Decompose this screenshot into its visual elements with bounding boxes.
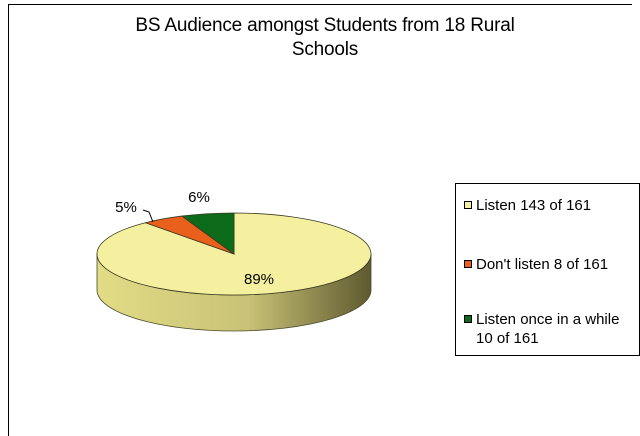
chart-frame	[8, 4, 632, 436]
data-label-listen: 89%	[244, 271, 274, 288]
legend-label-listen: Listen 143 of 161	[476, 197, 592, 214]
pie-labels: 89% 5% 6%	[115, 189, 274, 288]
legend-swatch-listen	[464, 201, 472, 209]
legend-swatch-once-in-a-while	[464, 315, 472, 323]
legend-label-once-in-a-while: Listen once in a while 10 of 161	[476, 311, 620, 347]
pie-group	[96, 212, 372, 332]
legend-swatch-dont-listen	[464, 260, 472, 268]
chart-title-line-1: BS Audience amongst Students from 18 Rur…	[135, 15, 515, 36]
data-label-once-in-a-while: 6%	[188, 189, 210, 206]
legend: Listen 143 of 161 Don't listen 8 of 161 …	[455, 183, 640, 356]
legend-label-dont-listen: Don't listen 8 of 161	[476, 256, 609, 273]
pie-slice-once-in-a-while	[180, 212, 235, 255]
chart-title-line-2: Schools	[291, 39, 359, 60]
leader-line-dont-listen	[142, 209, 154, 223]
data-label-dont-listen: 5%	[115, 199, 137, 216]
chart-title: BS Audience amongst Students from 18 Rur…	[90, 14, 560, 62]
